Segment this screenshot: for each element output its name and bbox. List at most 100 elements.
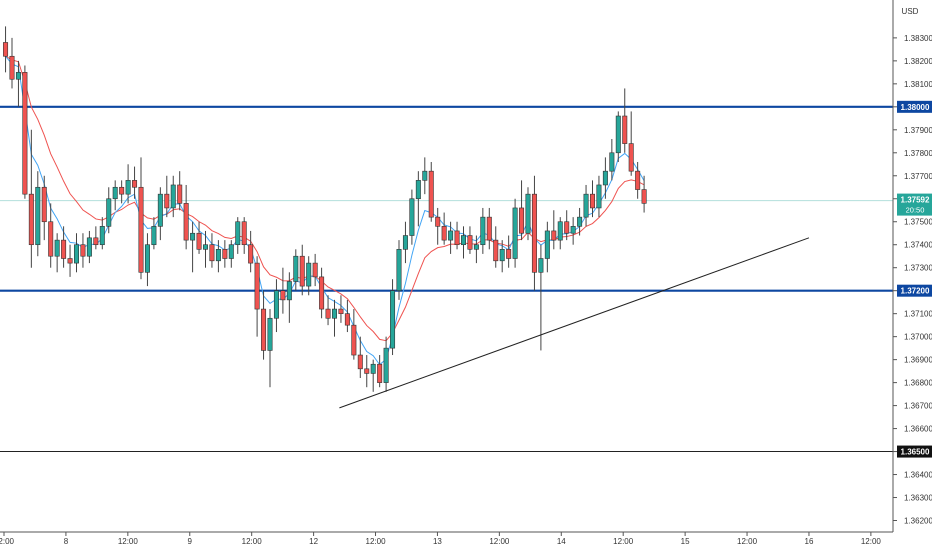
candle-bullish <box>570 226 576 234</box>
candle-bullish <box>602 170 608 186</box>
trendline <box>339 237 810 409</box>
candle-bullish <box>448 230 454 241</box>
xtick-label: 12:00 <box>613 537 634 546</box>
candle-bearish <box>531 193 537 273</box>
candle-bullish <box>390 290 396 349</box>
candle-bearish <box>61 239 67 259</box>
candle-bearish <box>41 186 47 223</box>
candle-bearish <box>435 216 441 227</box>
candle-bearish <box>241 221 247 246</box>
candle-bearish <box>299 255 305 287</box>
candle-bearish <box>48 221 54 257</box>
candle-bullish <box>202 244 208 250</box>
candle-bearish <box>319 276 325 310</box>
candle-bullish <box>215 249 221 262</box>
candle-bearish <box>3 42 9 57</box>
xtick-label: 12:00 <box>861 537 882 546</box>
candle-bearish <box>377 363 383 383</box>
candle-bearish <box>551 230 557 241</box>
candle-bullish <box>15 72 21 80</box>
candle-bearish <box>222 249 228 259</box>
candle-bullish <box>383 347 389 383</box>
candle-bearish <box>248 244 254 264</box>
candle-bullish <box>35 186 41 246</box>
candle-bearish <box>641 189 647 204</box>
candle-bearish <box>280 290 286 301</box>
candle-bearish <box>254 262 260 310</box>
candle-bearish <box>441 226 447 241</box>
candle-bullish <box>306 262 312 287</box>
price-levels-layer <box>0 105 893 453</box>
ytick-label: 1.37500 <box>904 218 932 227</box>
candle-bearish <box>312 262 318 278</box>
ema-fast-line <box>5 55 645 366</box>
candle-bearish <box>357 354 363 370</box>
ytick-label: 1.36700 <box>904 402 932 411</box>
ytick-label: 1.38200 <box>904 57 932 66</box>
candle-bullish <box>409 198 415 236</box>
ytick-label: 1.37000 <box>904 333 932 342</box>
candle-bullish <box>144 244 150 273</box>
candle-bullish <box>557 221 563 241</box>
candle-bullish <box>125 180 131 195</box>
candle-bullish <box>583 193 589 218</box>
ytick-label: 1.36800 <box>904 379 932 388</box>
ytick-label: 1.37900 <box>904 126 932 135</box>
candle-bearish <box>196 232 202 250</box>
candle-bearish <box>93 237 99 246</box>
ytick-label: 1.37100 <box>904 310 932 319</box>
trendline-layer <box>339 237 810 409</box>
candle-bullish <box>235 221 241 246</box>
price-level-badge <box>897 445 932 458</box>
current-price-badge <box>897 193 932 216</box>
price-level-badge <box>897 100 932 113</box>
ytick-label: 1.36200 <box>904 517 932 526</box>
candle-bullish <box>544 230 550 259</box>
xtick-label: 16 <box>805 537 814 546</box>
xtick-label: 8 <box>64 537 69 546</box>
countdown-label: 20:50 <box>906 206 925 215</box>
candle-bullish <box>615 115 621 154</box>
candle-bullish <box>54 239 60 257</box>
candle-bullish <box>596 184 602 209</box>
candle-bullish <box>293 255 299 282</box>
candle-bearish <box>177 184 183 204</box>
candle-bullish <box>106 198 112 227</box>
xtick-label: 12:00 <box>737 537 758 546</box>
ema-slow-line <box>5 55 645 342</box>
current-price-label: 1.37592 <box>901 196 930 205</box>
candle-bearish <box>635 170 641 190</box>
candle-bearish <box>486 216 492 241</box>
candle-bullish <box>609 152 615 172</box>
candle-bullish <box>170 184 176 209</box>
candle-bearish <box>9 55 15 80</box>
xtick-label: 14 <box>557 537 566 546</box>
price-level-label: 1.38000 <box>901 103 930 112</box>
candle-bearish <box>67 258 73 264</box>
ytick-label: 1.36400 <box>904 471 932 480</box>
candle-bullish <box>267 317 273 351</box>
xtick-label: 12:00 <box>0 537 15 546</box>
candle-bearish <box>80 244 86 257</box>
candle-bearish <box>428 170 434 218</box>
xtick-label: 9 <box>188 537 193 546</box>
candle-bearish <box>519 207 525 234</box>
candle-bearish <box>364 368 370 374</box>
candle-bearish <box>22 72 28 195</box>
candle-bearish <box>183 203 189 241</box>
candle-bullish <box>396 249 402 291</box>
candle-bearish <box>164 193 170 209</box>
candle-bearish <box>119 186 125 195</box>
candle-bearish <box>589 193 595 209</box>
candle-bullish <box>73 244 79 264</box>
candle-bullish <box>86 237 92 257</box>
candle-bearish <box>454 230 460 246</box>
candle-bullish <box>228 244 234 259</box>
candle-bullish <box>331 308 337 319</box>
moving-averages-layer <box>5 55 645 366</box>
xtick-label: 15 <box>681 537 690 546</box>
price-level-label: 1.37200 <box>901 287 930 296</box>
ytick-label: 1.38100 <box>904 80 932 89</box>
